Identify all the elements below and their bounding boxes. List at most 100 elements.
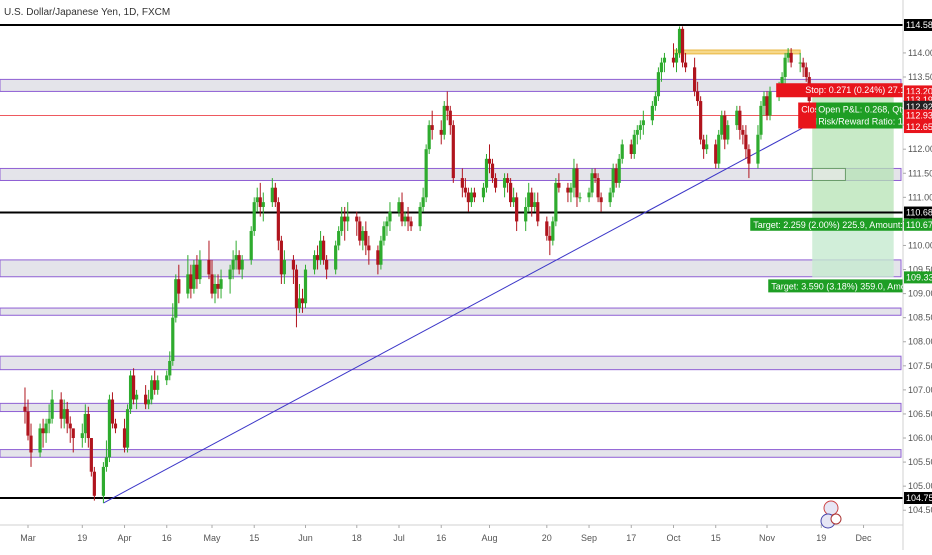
y-tick-label-19: 104.500 xyxy=(908,505,932,515)
candle-body-143 xyxy=(629,144,633,155)
candle-body-21 xyxy=(110,399,115,424)
candle-body-37 xyxy=(177,279,181,294)
candle-body-109 xyxy=(484,158,489,188)
fib-highlight-zone xyxy=(672,49,801,55)
trendline-layer xyxy=(103,112,831,504)
candle-body-167 xyxy=(726,125,730,140)
candle-body-130 xyxy=(572,168,576,188)
candle-body-74 xyxy=(337,231,341,246)
candle-body-22 xyxy=(113,423,118,429)
candle-body-72 xyxy=(325,259,329,270)
candle-body-61 xyxy=(279,240,283,275)
candle-body-177 xyxy=(768,91,772,116)
candle-body-141 xyxy=(617,158,621,183)
candle-body-53 xyxy=(249,231,253,260)
candle-body-136 xyxy=(596,178,600,198)
candle-body-135 xyxy=(593,173,597,179)
price-tag-box-0 xyxy=(904,19,932,31)
candle-body-34 xyxy=(168,361,172,376)
y-tick-label-5: 111.500 xyxy=(908,168,932,178)
y-tick-label-17: 105.500 xyxy=(908,457,932,467)
candle-body-182 xyxy=(789,52,793,63)
x-tick-label-12: Sep xyxy=(581,533,597,543)
y-tick-label-8: 110.000 xyxy=(908,240,932,250)
candle-body-164 xyxy=(717,134,721,164)
candle-body-101 xyxy=(448,110,452,126)
y-tick-label-13: 107.500 xyxy=(908,361,932,371)
candle-body-173 xyxy=(756,134,760,164)
candle-body-138 xyxy=(608,192,612,203)
candle-body-127 xyxy=(557,182,561,188)
rr-label: Risk/Reward Ratio: 13. xyxy=(818,117,910,127)
candle-body-132 xyxy=(578,197,582,199)
price-tag-box-9 xyxy=(904,492,932,504)
y-tick-label-9: 109.500 xyxy=(908,265,932,275)
y-tick-label-15: 106.500 xyxy=(908,409,932,419)
y-tick-label-1: 113.500 xyxy=(908,72,932,82)
candle-body-162 xyxy=(705,144,709,150)
price-tags-layer: 114.580 113.200113.198112.929112.937 112.6… xyxy=(904,19,932,504)
candle-body-54 xyxy=(252,202,256,232)
candle-body-67 xyxy=(303,269,308,304)
stop-label-box xyxy=(776,83,903,98)
candle-body-51 xyxy=(237,255,241,270)
x-tick-label-0: Mar xyxy=(20,533,36,543)
candle-body-7 xyxy=(50,399,54,419)
candle-body-98 xyxy=(439,129,443,135)
candle-body-139 xyxy=(611,168,615,193)
candle-body-42 xyxy=(198,259,202,280)
candle-body-110 xyxy=(487,158,492,164)
candle-body-142 xyxy=(620,144,624,159)
candle-body-169 xyxy=(738,110,742,130)
x-tick-label-7: 18 xyxy=(352,533,362,543)
candle-body-165 xyxy=(720,115,724,135)
candle-body-65 xyxy=(297,298,302,309)
x-tick-label-18: Dec xyxy=(856,533,873,543)
zone-2 xyxy=(0,259,902,278)
candle-body-146 xyxy=(638,125,642,130)
candle-body-171 xyxy=(744,134,748,150)
candle-body-10 xyxy=(65,409,69,424)
candle-body-88 xyxy=(397,202,401,212)
candle-body-27 xyxy=(134,394,139,400)
zone-5 xyxy=(0,402,902,413)
candle-body-125 xyxy=(551,221,555,241)
candle-body-29 xyxy=(147,399,151,405)
candle-body-183 xyxy=(798,62,802,64)
candle-body-92 xyxy=(409,221,413,227)
x-tick-label-17: 19 xyxy=(816,533,826,543)
candle-body-158 xyxy=(693,67,697,92)
candle-body-69 xyxy=(315,255,320,260)
candle-body-5 xyxy=(44,423,48,434)
candle-body-151 xyxy=(659,62,664,73)
candle-body-103 xyxy=(460,178,464,188)
candle-body-33 xyxy=(165,375,169,381)
price-tag-3: 112.929 xyxy=(906,102,932,112)
candle-body-55 xyxy=(255,197,259,203)
candle-body-82 xyxy=(367,245,371,251)
candle-body-91 xyxy=(406,216,410,222)
price-tag-7: 110.670 xyxy=(906,220,932,230)
candle-body-39 xyxy=(189,274,193,289)
candle-body-79 xyxy=(358,221,362,241)
candle-body-161 xyxy=(702,139,706,150)
y-tick-label-18: 105.000 xyxy=(908,481,932,491)
target2-label: Target: 3.590 (3.18%) 359.0, Amo xyxy=(771,281,906,291)
price-tag-box-7 xyxy=(904,218,932,231)
candle-body-174 xyxy=(759,105,763,135)
candle-body-108 xyxy=(481,187,486,198)
candle-body-122 xyxy=(536,202,540,222)
zones-layer xyxy=(0,78,902,458)
candle-body-111 xyxy=(490,163,495,179)
x-tick-label-5: 15 xyxy=(249,533,259,543)
candle-body-36 xyxy=(174,279,178,318)
trade-labels-layer: Stop: 0.271 (0.24%) 27.1, AmoClosedKOpen… xyxy=(750,83,928,293)
candle-body-150 xyxy=(656,72,661,97)
y-tick-label-4: 112.000 xyxy=(908,144,932,154)
candle-body-96 xyxy=(427,125,431,150)
candle-body-46 xyxy=(216,283,220,289)
zone-4 xyxy=(0,355,902,371)
candle-body-106 xyxy=(469,192,473,203)
